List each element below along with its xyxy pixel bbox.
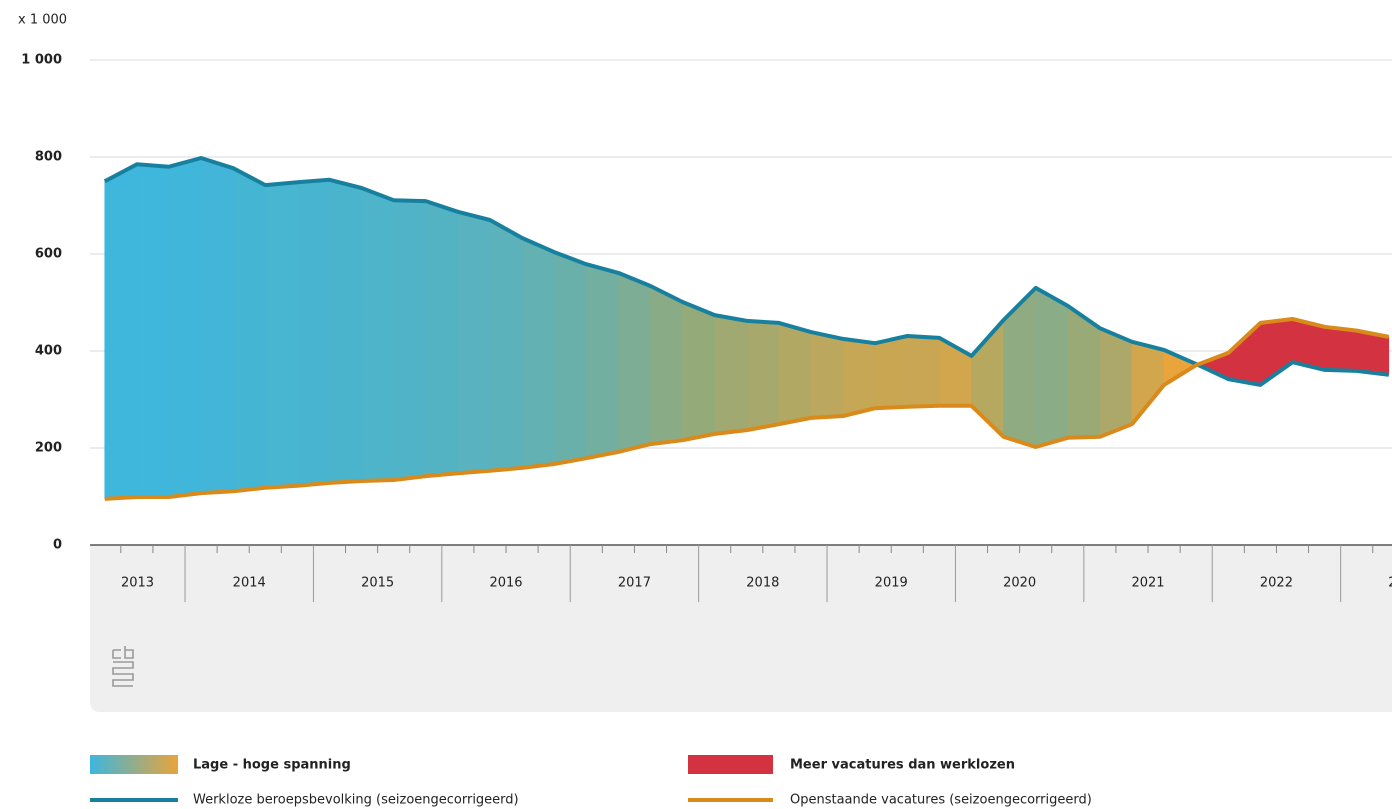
area-strip [618,272,651,453]
x-tick-label: 2014 [233,576,266,591]
area-strip [200,157,234,494]
area-strip [425,200,459,477]
y-tick-label: 800 [35,150,62,165]
y-unit: x 1 000 [18,13,67,28]
area-strip [136,163,170,498]
area-strip [393,199,427,481]
legend-swatch-red [688,755,773,774]
area-strip [521,237,555,469]
area-strip [297,179,330,487]
area-strip [1099,327,1133,438]
area-strip [1003,287,1036,448]
legend-label: Openstaande vacatures (seizoengecorrigee… [790,793,1092,808]
area-strip [264,181,298,489]
area-strip [1035,287,1069,448]
x-tick-label: 2016 [489,576,522,591]
x-tick-label: 2023 [1388,576,1392,591]
x-tick-label: 2020 [1003,576,1036,591]
area-strip [714,314,748,435]
area-strip [104,163,138,500]
y-tick-label: 400 [35,344,62,359]
x-tick-label: 2022 [1260,576,1293,591]
x-tick-label: 2021 [1131,576,1164,591]
axis-panel [90,545,1392,712]
area-strip [906,335,940,408]
area-strip [168,157,202,498]
area-strip [1324,326,1357,372]
area-strip [361,187,394,482]
y-tick-label: 600 [35,247,62,262]
legend-label: Meer vacatures dan werklozen [790,758,1015,773]
x-tick-label: 2019 [875,576,908,591]
area-strip [553,251,587,465]
x-tick-label: 2018 [746,576,779,591]
x-tick-label: 2015 [361,576,394,591]
y-tick-label: 200 [35,441,62,456]
area-strip [778,322,812,425]
cbs-logo [112,646,134,687]
legend-swatch-gradient [90,755,178,774]
legend-label: Lage - hoge spanning [193,758,351,773]
area-strip [457,211,491,474]
area-strip [329,179,362,484]
area-strip [874,335,908,409]
legend-label: Werkloze beroepsbevolking (seizoengecorr… [193,793,519,808]
x-tick-label: 2017 [618,576,651,591]
series-line [104,317,1390,501]
area-strip [746,320,780,431]
area-strip [1131,341,1165,426]
area-strip [842,338,876,417]
area-strip [585,263,619,459]
y-tick-label: 1 000 [21,53,62,68]
area-strip [232,167,266,492]
series-line [103,156,1390,387]
area-strip [650,285,683,445]
y-tick-label: 0 [53,538,62,553]
area-strip [682,301,715,441]
area-strip [1227,322,1261,386]
x-tick-label: 2013 [121,576,154,591]
area-strip [489,219,523,472]
area-strip [810,331,844,419]
